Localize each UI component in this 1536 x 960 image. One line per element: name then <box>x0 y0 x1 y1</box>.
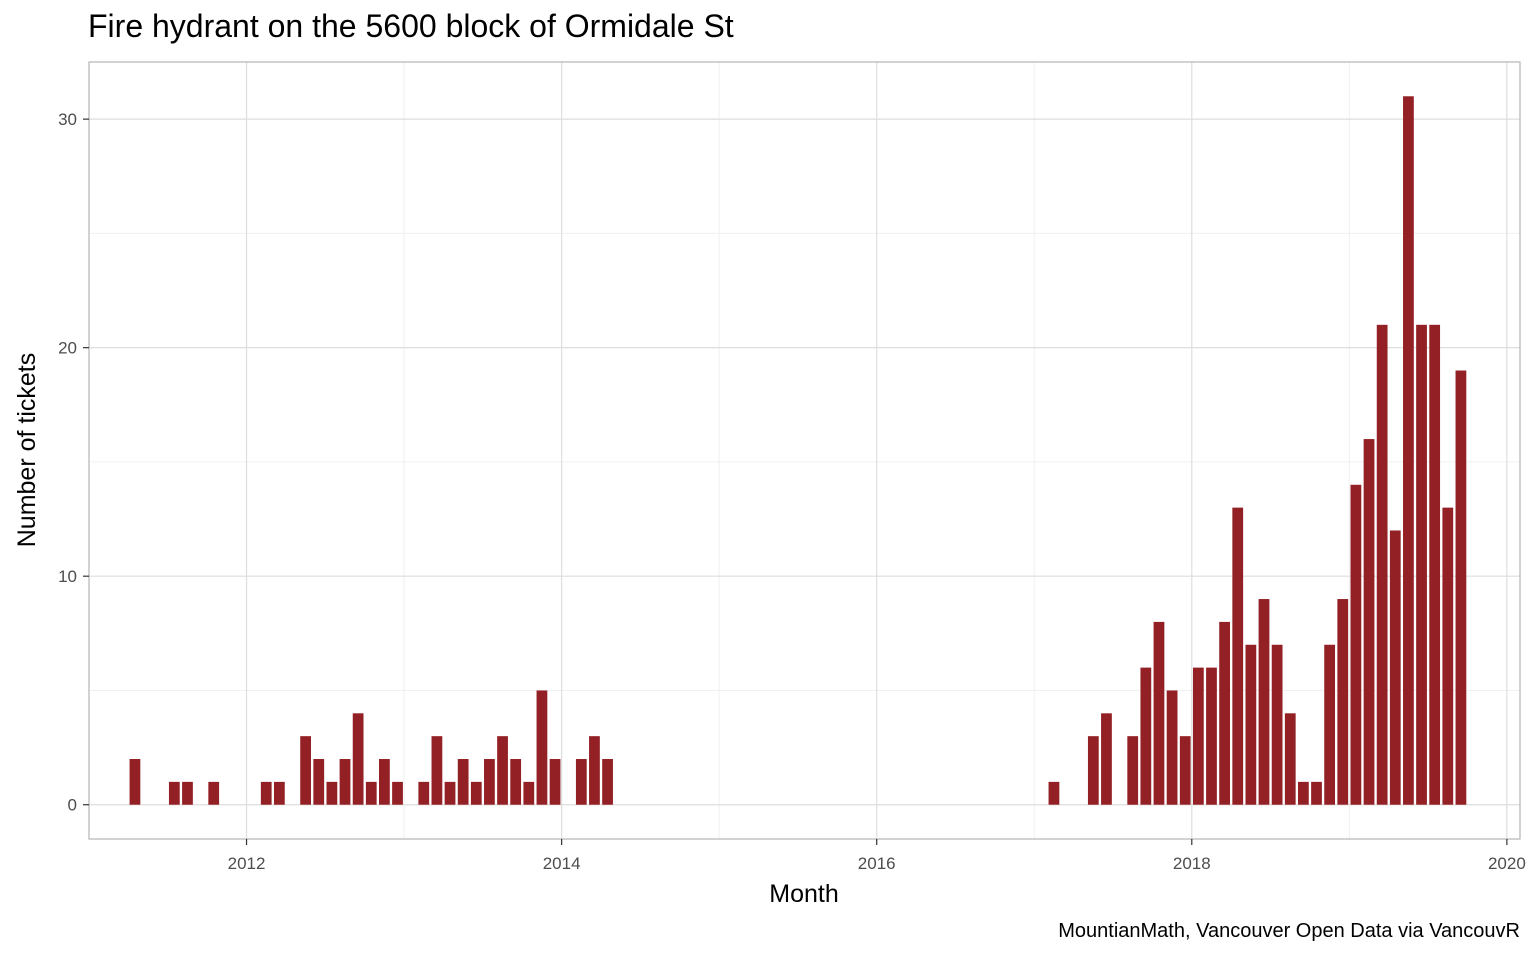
bar <box>379 759 390 805</box>
bar <box>1284 713 1296 805</box>
grid <box>88 62 1520 839</box>
bar <box>536 690 548 805</box>
x-tick-label: 2014 <box>543 854 581 873</box>
x-axis-title: Month <box>769 880 838 908</box>
bar <box>1363 439 1375 805</box>
x-tick-label: 2016 <box>858 854 896 873</box>
bar <box>1232 507 1244 805</box>
bar <box>523 781 535 805</box>
bar <box>1127 736 1139 805</box>
bar <box>602 759 613 805</box>
bar <box>1140 667 1152 805</box>
bar <box>260 781 272 805</box>
chart-caption: MountianMath, Vancouver Open Data via Va… <box>1058 920 1520 942</box>
y-tick-label: 20 <box>58 339 77 358</box>
bar <box>444 781 456 805</box>
bar <box>575 759 587 805</box>
bar <box>1297 781 1309 805</box>
x-tick-label: 2018 <box>1173 854 1211 873</box>
y-tick-label: 30 <box>58 110 77 129</box>
bar <box>1153 621 1165 805</box>
bar <box>418 781 430 805</box>
bar <box>1311 781 1322 805</box>
bar <box>1271 644 1283 805</box>
bar <box>510 759 522 805</box>
panel-border <box>88 61 1521 840</box>
bar <box>1376 324 1388 805</box>
bar <box>273 781 285 805</box>
bar <box>182 781 193 805</box>
y-tick-label: 10 <box>58 567 77 586</box>
bar <box>1337 599 1349 805</box>
bar <box>1455 370 1467 805</box>
bar <box>497 736 508 805</box>
y-tick-label: 0 <box>68 796 77 815</box>
bar <box>1258 599 1270 805</box>
bar <box>1166 690 1178 805</box>
bar <box>1416 324 1427 805</box>
x-tick-label: 2012 <box>228 854 266 873</box>
bar <box>365 781 377 805</box>
y-ticks: 0 10 20 30 <box>58 110 89 815</box>
bar <box>589 736 600 805</box>
bar <box>470 781 482 805</box>
bar <box>1087 736 1099 805</box>
bar <box>1245 644 1257 805</box>
bar <box>484 759 495 805</box>
x-tick-label: 2020 <box>1488 854 1526 873</box>
bar <box>1219 621 1230 805</box>
bar <box>1403 96 1414 805</box>
bars <box>129 96 1467 805</box>
bar <box>208 781 220 805</box>
bar <box>1048 781 1060 805</box>
y-axis-title: Number of tickets <box>13 353 41 548</box>
bar <box>392 781 403 805</box>
bar <box>1350 484 1362 805</box>
bar <box>1192 667 1204 805</box>
bar <box>352 713 364 805</box>
bar <box>1179 736 1191 805</box>
bar <box>1324 644 1336 805</box>
bar <box>431 736 443 805</box>
bar <box>457 759 469 805</box>
bar <box>313 759 325 805</box>
bar <box>549 759 561 805</box>
bar <box>300 736 312 805</box>
bar <box>1442 507 1454 805</box>
bar <box>1101 713 1112 805</box>
bar <box>1389 530 1401 805</box>
bar <box>1429 324 1441 805</box>
bar <box>129 759 141 805</box>
bar <box>1206 667 1217 805</box>
bar <box>326 781 338 805</box>
chart-title: Fire hydrant on the 5600 block of Ormida… <box>88 8 734 44</box>
x-ticks: 2012 2014 2016 2018 2020 <box>228 839 1526 873</box>
bar <box>168 781 180 805</box>
bar <box>339 759 351 805</box>
